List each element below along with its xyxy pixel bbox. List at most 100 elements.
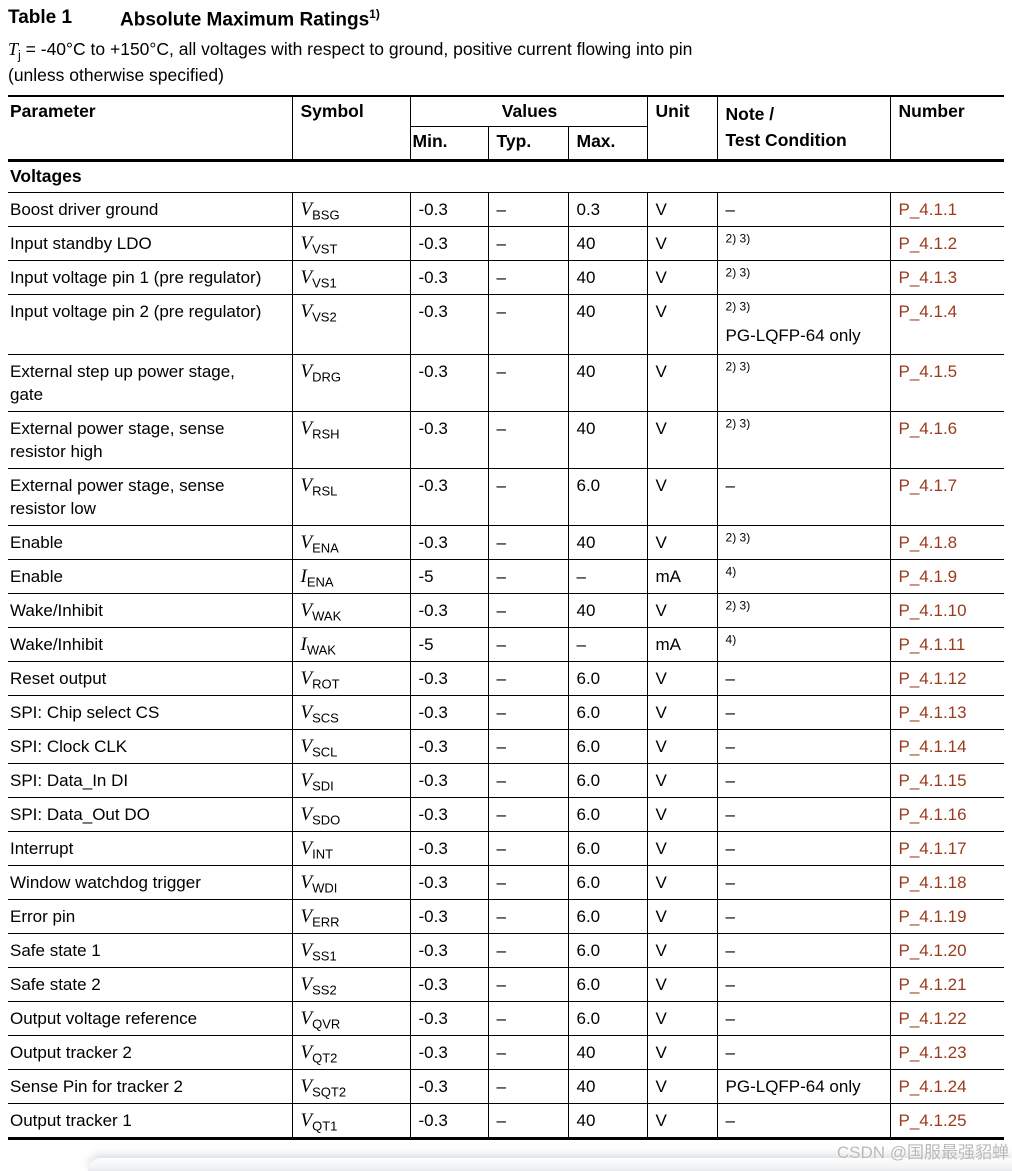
csdn-watermark: CSDN @国服最强貂蝉 xyxy=(836,1143,1009,1162)
header-symbol: Symbol xyxy=(291,95,411,162)
section-label: Voltages xyxy=(8,159,1005,193)
number-link[interactable]: P_4.1.15 xyxy=(889,763,1005,798)
parameter-cell: Input voltage pin 2 (pre regulator) xyxy=(8,294,293,355)
number-link[interactable]: P_4.1.6 xyxy=(889,411,1005,469)
number-link[interactable]: P_4.1.18 xyxy=(889,865,1005,900)
symbol-cell: VERR xyxy=(291,899,411,934)
bottom-rounded-panel-edge xyxy=(88,1158,1012,1171)
parameter-cell: SPI: Chip select CS xyxy=(8,695,293,730)
max-cell: 40 xyxy=(567,593,648,628)
note-cell: – xyxy=(716,797,891,832)
number-link[interactable]: P_4.1.23 xyxy=(889,1035,1005,1070)
parameter-cell: Error pin xyxy=(8,899,293,934)
header-note-line2: Test Condition xyxy=(725,130,847,150)
unit-cell: V xyxy=(646,763,718,798)
number-link[interactable]: P_4.1.17 xyxy=(889,831,1005,866)
number-link[interactable]: P_4.1.2 xyxy=(889,226,1005,261)
typ-cell: – xyxy=(487,627,569,662)
unit-cell: V xyxy=(646,468,718,526)
symbol-subscript: SS1 xyxy=(312,948,337,964)
header-values: Values xyxy=(409,95,648,127)
symbol-subscript: SCS xyxy=(312,710,339,726)
note-text: – xyxy=(725,1009,735,1028)
typ-cell: – xyxy=(487,695,569,730)
note-cell: – xyxy=(716,695,891,730)
symbol-cell: VSCL xyxy=(291,729,411,764)
symbol-letter: V xyxy=(300,1008,313,1029)
parameter-cell: SPI: Data_In DI xyxy=(8,763,293,798)
symbol-subscript: BSG xyxy=(312,207,340,223)
number-link[interactable]: P_4.1.8 xyxy=(889,525,1005,560)
number-link[interactable]: P_4.1.25 xyxy=(889,1103,1005,1140)
number-link[interactable]: P_4.1.3 xyxy=(889,260,1005,295)
note-text: – xyxy=(725,941,735,960)
min-cell: -0.3 xyxy=(409,226,489,261)
number-link[interactable]: P_4.1.21 xyxy=(889,967,1005,1002)
note-footnote-refs: 2) 3) xyxy=(725,598,751,613)
symbol-subscript: ENA xyxy=(312,540,339,556)
number-link[interactable]: P_4.1.9 xyxy=(889,559,1005,594)
parameter-cell: Window watchdog trigger xyxy=(8,865,293,900)
parameter-cell: Output tracker 1 xyxy=(8,1103,293,1140)
symbol-cell: VSS2 xyxy=(291,967,411,1002)
symbol-subscript: QT2 xyxy=(312,1050,338,1066)
min-cell: -0.3 xyxy=(409,831,489,866)
number-link[interactable]: P_4.1.24 xyxy=(889,1069,1005,1104)
number-link[interactable]: P_4.1.10 xyxy=(889,593,1005,628)
symbol-letter: V xyxy=(300,1076,313,1097)
symbol-cell: IENA xyxy=(291,559,411,594)
number-link[interactable]: P_4.1.13 xyxy=(889,695,1005,730)
number-link[interactable]: P_4.1.14 xyxy=(889,729,1005,764)
typ-cell: – xyxy=(487,899,569,934)
symbol-letter: V xyxy=(300,301,313,322)
number-link[interactable]: P_4.1.22 xyxy=(889,1001,1005,1036)
typ-cell: – xyxy=(487,797,569,832)
note-cell: – xyxy=(716,899,891,934)
note-cell: 2) 3) xyxy=(716,525,891,560)
typ-cell: – xyxy=(487,559,569,594)
symbol-subscript: RSL xyxy=(312,483,338,499)
note-text: – xyxy=(725,476,735,495)
unit-cell: V xyxy=(646,831,718,866)
unit-cell: V xyxy=(646,695,718,730)
symbol-letter: V xyxy=(300,906,313,927)
number-link[interactable]: P_4.1.1 xyxy=(889,192,1005,227)
note-cell: – xyxy=(716,831,891,866)
min-cell: -0.3 xyxy=(409,1103,489,1140)
number-link[interactable]: P_4.1.20 xyxy=(889,933,1005,968)
note-footnote-refs: 2) 3) xyxy=(725,231,751,246)
symbol-subscript: ERR xyxy=(312,914,340,930)
max-cell: – xyxy=(567,559,648,594)
number-link[interactable]: P_4.1.16 xyxy=(889,797,1005,832)
symbol-cell: VVST xyxy=(291,226,411,261)
unit-cell: V xyxy=(646,729,718,764)
parameter-cell: Wake/Inhibit xyxy=(8,627,293,662)
number-link[interactable]: P_4.1.12 xyxy=(889,661,1005,696)
symbol-subscript: WAK xyxy=(312,608,342,624)
number-link[interactable]: P_4.1.19 xyxy=(889,899,1005,934)
unit-cell: V xyxy=(646,865,718,900)
table-row: Error pin VERR -0.3 – 6.0 V – P_4.1.19 xyxy=(8,899,1005,934)
note-footnote-refs: 2) 3) xyxy=(725,416,751,431)
typ-cell: – xyxy=(487,865,569,900)
number-link[interactable]: P_4.1.4 xyxy=(889,294,1005,355)
unit-cell: V xyxy=(646,967,718,1002)
symbol-subscript: INT xyxy=(312,846,334,862)
note-footnote-refs: 4) xyxy=(725,632,737,647)
number-link[interactable]: P_4.1.11 xyxy=(889,627,1005,662)
max-cell: 40 xyxy=(567,1069,648,1104)
note-text: – xyxy=(725,907,735,926)
parameter-cell: Output tracker 2 xyxy=(8,1035,293,1070)
typ-cell: – xyxy=(487,593,569,628)
number-link[interactable]: P_4.1.5 xyxy=(889,354,1005,412)
parameter-cell: Reset output xyxy=(8,661,293,696)
table-row: SPI: Clock CLK VSCL -0.3 – 6.0 V – P_4.1… xyxy=(8,729,1005,764)
table-row: Output tracker 1 VQT1 -0.3 – 40 V – P_4.… xyxy=(8,1103,1005,1140)
symbol-subscript: VS2 xyxy=(312,309,337,325)
min-cell: -5 xyxy=(409,559,489,594)
max-cell: 40 xyxy=(567,1035,648,1070)
table-row: SPI: Data_Out DO VSDO -0.3 – 6.0 V – P_4… xyxy=(8,797,1005,832)
symbol-subscript: SCL xyxy=(312,744,338,760)
max-cell: 40 xyxy=(567,294,648,355)
number-link[interactable]: P_4.1.7 xyxy=(889,468,1005,526)
